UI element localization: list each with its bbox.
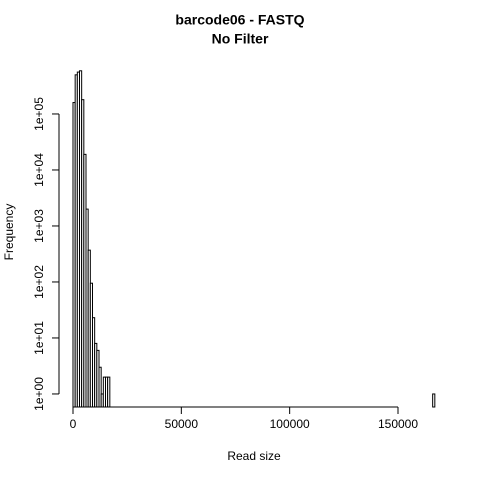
x-tick-label: 50000 [165,417,199,431]
y-axis-label: Frequency [2,204,16,261]
y-tick-label: 1e+04 [32,153,46,187]
y-tick-label: 1e+01 [32,321,46,355]
y-tick-label: 1e+03 [32,209,46,243]
x-tick-label: 0 [70,417,77,431]
chart-title: barcode06 - FASTQ [175,12,304,28]
y-tick-label: 1e+02 [32,265,46,299]
x-axis-label: Read size [227,449,281,463]
y-tick-label: 1e+00 [32,377,46,411]
bar [98,366,102,408]
bar [432,393,436,408]
bar [107,376,111,408]
y-tick-label: 1e+05 [32,97,46,131]
x-tick-label: 100000 [270,417,310,431]
x-tick-label: 150000 [378,417,418,431]
chart-subtitle: No Filter [212,31,269,47]
